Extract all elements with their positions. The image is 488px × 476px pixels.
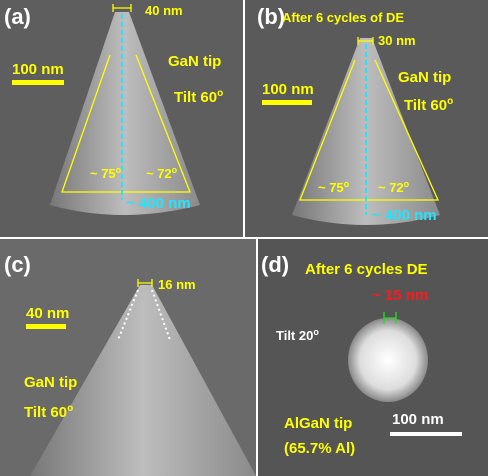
sup: o <box>217 88 223 99</box>
scale-label: 100 nm <box>12 61 64 78</box>
panel-label: (a) <box>4 4 31 29</box>
tilt: Tilt 60o <box>24 403 73 421</box>
composition: (65.7% Al) <box>284 440 355 457</box>
sup: o <box>404 179 410 189</box>
tip-width: ~ 15 nm <box>372 287 428 304</box>
tilt: Tilt 60o <box>174 88 223 106</box>
sup: o <box>116 165 122 175</box>
height: ~ 400 nm <box>372 207 437 224</box>
angle-text: ~ 72 <box>146 166 172 181</box>
tilt-text: Tilt 60 <box>24 404 67 421</box>
tip-width: 40 nm <box>145 3 183 18</box>
material: AlGaN tip <box>284 415 352 432</box>
tilt: Tilt 20o <box>276 327 319 343</box>
height: ~ 400 nm <box>126 195 191 212</box>
cone <box>292 38 440 225</box>
panel-label: (d) <box>261 252 289 277</box>
tilt-text: Tilt 60 <box>404 97 447 114</box>
tip-width: 30 nm <box>378 33 416 48</box>
material: GaN tip <box>398 69 451 86</box>
scale-label: 100 nm <box>392 411 444 428</box>
scale-bar <box>262 100 312 105</box>
scale-label: 40 nm <box>26 305 69 322</box>
scale-bar <box>12 80 64 85</box>
caption: After 6 cycles of DE <box>282 10 404 25</box>
angle-text: ~ 72 <box>378 180 404 195</box>
sup: o <box>313 327 319 337</box>
angle: ~ 72o <box>146 165 178 181</box>
cone <box>50 12 200 215</box>
panel-label: (b) <box>257 4 285 29</box>
material: GaN tip <box>168 53 221 70</box>
sup: o <box>344 179 350 189</box>
scale-label: 100 nm <box>262 81 314 98</box>
outline <box>61 4 440 287</box>
angle-text: ~ 75 <box>318 180 344 195</box>
tilt-text: Tilt 60 <box>174 89 217 106</box>
caption: After 6 cycles DE <box>305 261 428 278</box>
angle: ~ 75o <box>90 165 122 181</box>
tip-blob <box>348 318 428 402</box>
scale-bar <box>26 324 66 329</box>
tilt: Tilt 60o <box>404 96 453 114</box>
tip-width: 16 nm <box>158 277 196 292</box>
angle: ~ 72o <box>378 179 410 195</box>
panel-label: (c) <box>4 252 31 277</box>
edge-line <box>117 289 171 341</box>
width-marker <box>383 312 397 324</box>
tilt-text: Tilt 20 <box>276 328 313 343</box>
sup: o <box>172 165 178 175</box>
angle-text: ~ 75 <box>90 166 116 181</box>
sup: o <box>447 96 453 107</box>
scale-bar <box>390 432 462 436</box>
cone <box>30 285 256 476</box>
angle: ~ 75o <box>318 179 350 195</box>
material: GaN tip <box>24 374 77 391</box>
sup: o <box>67 403 73 414</box>
